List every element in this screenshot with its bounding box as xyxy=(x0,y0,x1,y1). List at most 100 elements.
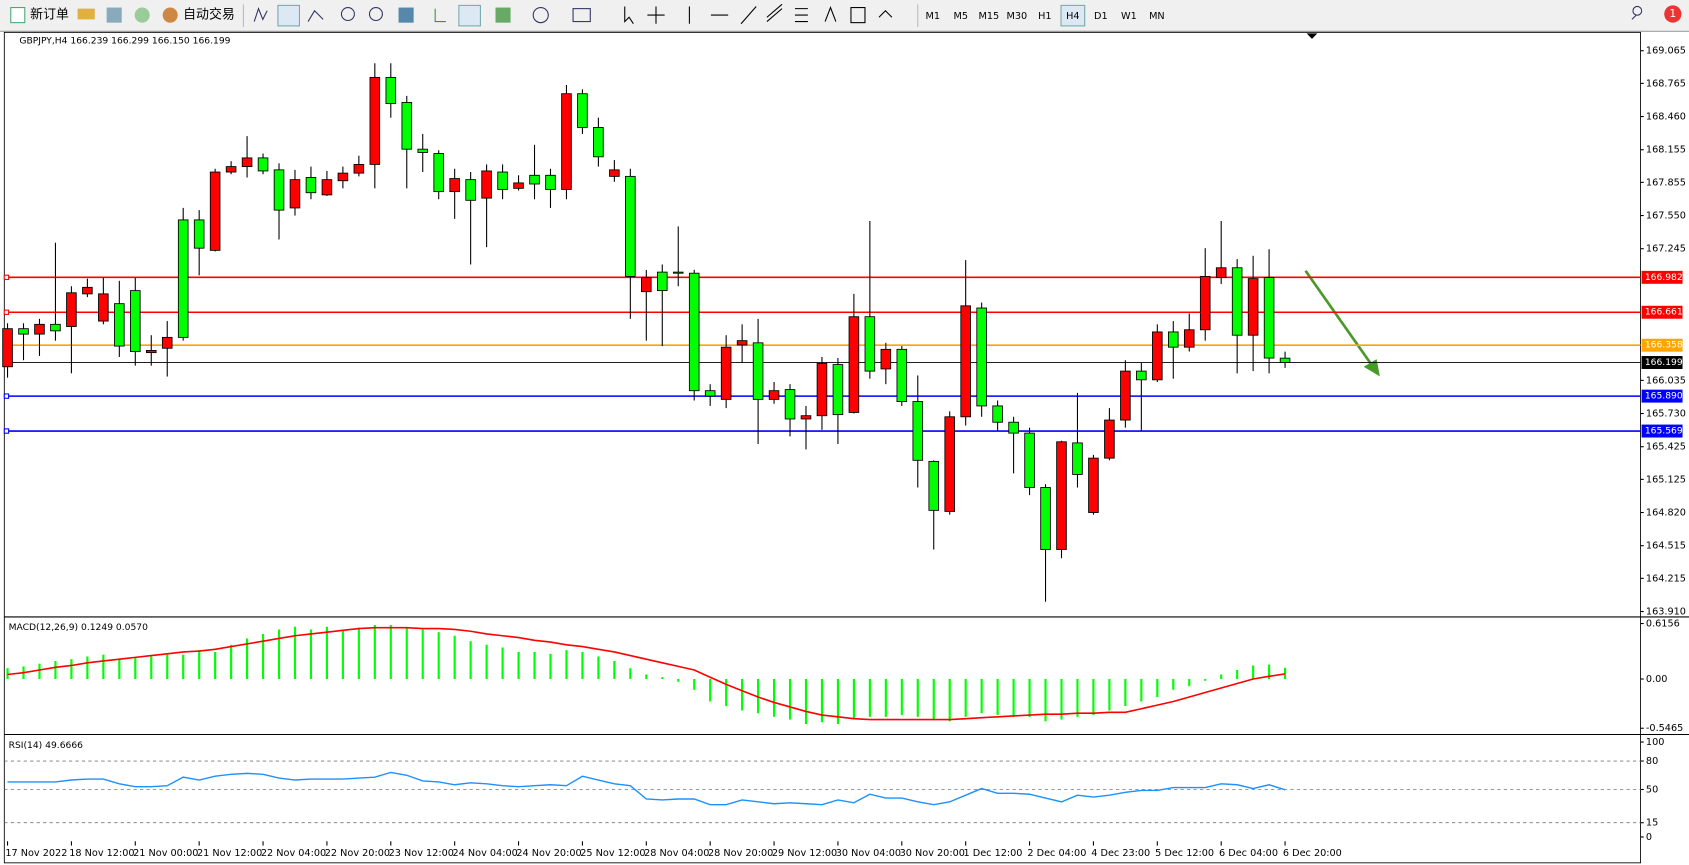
bar-chart-icon[interactable] xyxy=(253,7,268,22)
period-icon[interactable] xyxy=(532,7,549,24)
candle-body xyxy=(704,390,716,397)
arrows-icon[interactable] xyxy=(878,10,893,18)
icon[interactable] xyxy=(134,7,150,23)
candle-body xyxy=(241,157,253,168)
level-label: 166.358 xyxy=(1645,340,1683,351)
panel-title: RSI(14) 49.6666 xyxy=(9,740,84,751)
y-tick-label: 169.065 xyxy=(1646,46,1686,57)
timeframe-button[interactable]: D1 xyxy=(1094,11,1108,22)
y-tick-label: 15 xyxy=(1646,818,1658,829)
scroll-icon[interactable] xyxy=(434,8,446,23)
cursor-icon[interactable] xyxy=(624,6,634,25)
candle-body xyxy=(225,166,237,173)
trendline-icon[interactable] xyxy=(740,6,757,25)
chart-frame xyxy=(3,31,1641,864)
candle-body xyxy=(50,323,61,332)
y-tick-label: 164.215 xyxy=(1646,573,1686,584)
candle-body xyxy=(98,293,109,322)
candle-body xyxy=(1088,457,1099,513)
candle-body xyxy=(784,389,796,420)
candle-body xyxy=(1231,267,1243,336)
candle-body xyxy=(656,271,668,292)
level-label: 165.890 xyxy=(1645,391,1683,402)
arrow-line xyxy=(1304,269,1376,370)
y-tick-label: 50 xyxy=(1646,784,1658,795)
crosshair-icon[interactable] xyxy=(647,6,665,24)
candle-body xyxy=(18,328,29,335)
candle-body xyxy=(177,219,189,338)
candle-chart-icon[interactable] xyxy=(277,4,300,27)
level-label-bg xyxy=(1641,389,1683,403)
new-order-button[interactable]: 新订单 xyxy=(30,7,69,23)
search-icon[interactable] xyxy=(1631,5,1643,20)
timeframe-button[interactable]: W1 xyxy=(1121,11,1137,22)
auto-trading-button[interactable]: 自动交易 xyxy=(183,7,235,23)
fibo-icon[interactable] xyxy=(794,8,808,23)
timeframe-button[interactable]: M30 xyxy=(1007,11,1028,22)
candle-body xyxy=(609,169,620,177)
candle-body xyxy=(800,415,812,420)
indicator-icon[interactable] xyxy=(495,7,511,23)
auto-trading-icon[interactable] xyxy=(162,7,178,23)
timeframe-button[interactable]: M1 xyxy=(926,11,941,22)
x-tick-label: 21 Nov 12:00 xyxy=(197,848,262,859)
toolbar-icons xyxy=(10,3,1643,27)
new-order-icon[interactable] xyxy=(10,7,26,24)
x-tick-label: 2 Dec 04:00 xyxy=(1027,848,1086,859)
y-tick-label: 168.460 xyxy=(1646,112,1686,123)
timeframe-button[interactable]: H4 xyxy=(1066,11,1079,22)
candle-body xyxy=(1104,419,1115,459)
candle-body xyxy=(1279,357,1291,363)
candle-body xyxy=(66,292,77,327)
candle-body xyxy=(481,170,492,199)
candle-body xyxy=(1168,331,1179,348)
icon[interactable] xyxy=(77,8,95,20)
candle-body xyxy=(545,174,556,190)
candle-body xyxy=(193,219,205,249)
candle-body xyxy=(736,340,748,346)
y-tick-label: 164.515 xyxy=(1646,541,1686,552)
channel-icon[interactable] xyxy=(766,3,783,22)
timeframe-button[interactable]: M15 xyxy=(979,11,1000,22)
text-icon[interactable] xyxy=(824,6,837,22)
level-label: 166.982 xyxy=(1645,272,1683,283)
y-tick-label: 167.550 xyxy=(1646,211,1686,222)
y-tick-label: 168.765 xyxy=(1646,78,1686,89)
candle-body xyxy=(513,182,524,189)
zoom-out-icon[interactable] xyxy=(368,7,383,22)
candle-body xyxy=(401,101,413,150)
candle-body xyxy=(257,157,269,172)
x-tick-label: 21 Nov 00:00 xyxy=(133,848,198,859)
notification-badge[interactable] xyxy=(1664,5,1682,23)
x-tick-label: 30 Nov 20:00 xyxy=(900,848,965,859)
tile-icon[interactable] xyxy=(398,7,414,23)
candle-body xyxy=(672,271,684,274)
template-icon[interactable] xyxy=(572,8,591,23)
icon[interactable] xyxy=(106,7,122,23)
timeframe-selected xyxy=(1060,4,1086,27)
candle-body xyxy=(1040,487,1051,550)
zoom-in-icon[interactable] xyxy=(340,7,355,22)
level-label: 166.661 xyxy=(1645,307,1683,318)
timeframe-button[interactable]: M5 xyxy=(954,11,969,22)
candle-body xyxy=(321,179,333,196)
level-handle xyxy=(3,309,10,315)
timeframe-button[interactable]: MN xyxy=(1149,11,1165,22)
candle-body xyxy=(880,348,892,370)
autoscroll-icon[interactable] xyxy=(458,4,481,27)
candle-body xyxy=(417,148,429,153)
candle-body xyxy=(449,178,460,193)
timeframe-button[interactable]: H1 xyxy=(1038,11,1051,22)
arrow-head xyxy=(1363,359,1380,377)
line-chart-icon[interactable] xyxy=(307,9,324,22)
x-tick-label: 6 Dec 20:00 xyxy=(1283,848,1342,859)
panel-title: MACD(12,26,9) 0.1249 0.0570 xyxy=(9,622,149,633)
label-icon[interactable] xyxy=(850,7,866,24)
candle-body xyxy=(337,172,349,182)
candle-body xyxy=(944,416,955,512)
x-tick-label: 17 Nov 2022 xyxy=(5,848,67,859)
level-handle xyxy=(3,393,10,399)
candle-body xyxy=(130,290,141,352)
